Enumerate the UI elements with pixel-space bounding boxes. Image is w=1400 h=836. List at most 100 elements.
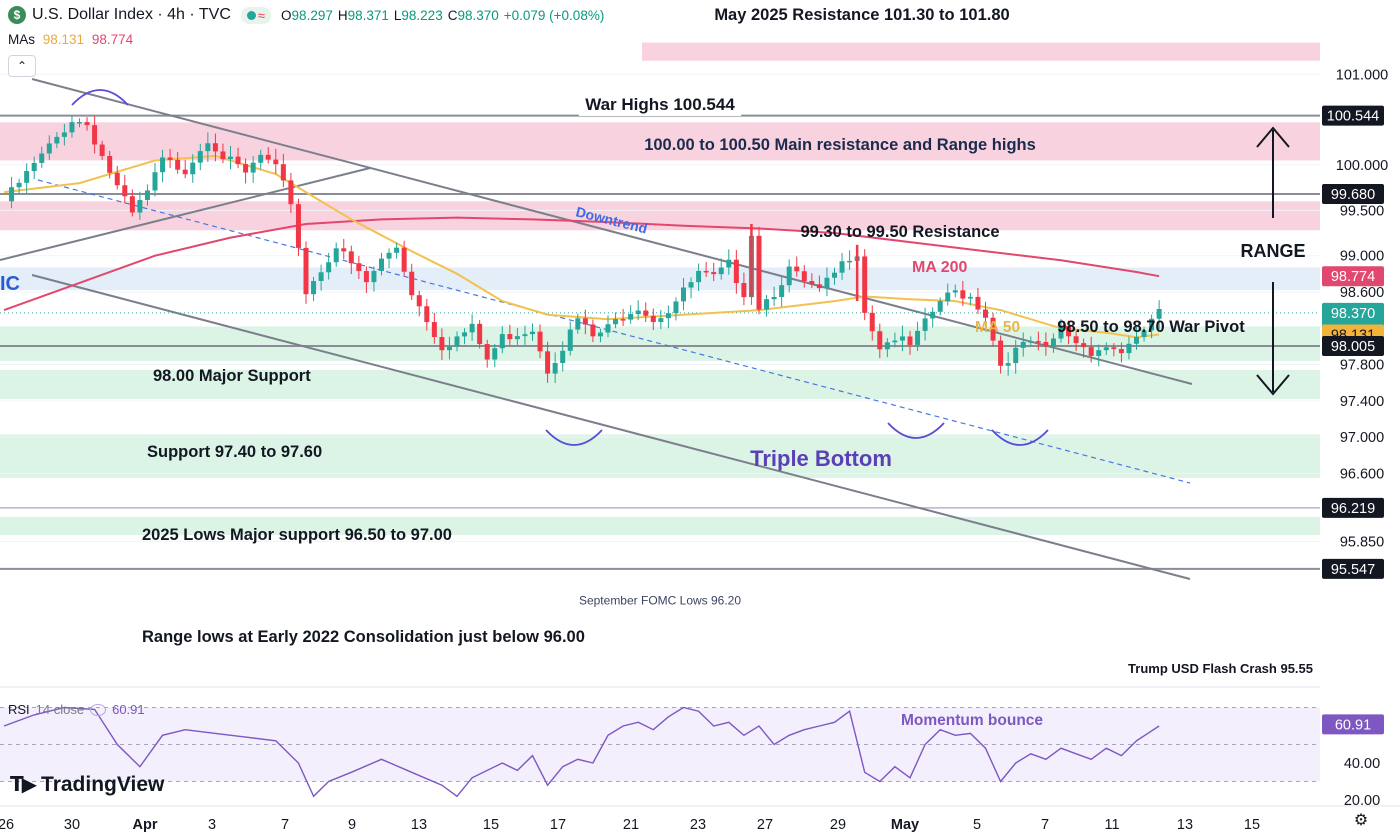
mas-legend[interactable]: MAs 98.131 98.774 <box>8 32 133 47</box>
rsi-legend[interactable]: RSI 14 close 60.91 <box>8 702 145 717</box>
candle <box>462 328 468 345</box>
candle <box>1020 332 1026 357</box>
time-tick-label: 15 <box>483 817 499 833</box>
candle <box>779 275 785 307</box>
candle-body <box>61 132 67 137</box>
candle <box>99 140 105 160</box>
candle-body <box>144 190 150 201</box>
candle-body <box>401 247 407 272</box>
candle-body <box>190 162 196 175</box>
candle-body <box>945 292 951 302</box>
downtrend-upper-line <box>31 78 1193 385</box>
resistance-zone-99-30 <box>0 201 1320 231</box>
candle <box>114 165 120 190</box>
candle-body <box>892 340 898 343</box>
candle-body <box>507 334 513 340</box>
candle-body <box>862 256 868 313</box>
candle-body <box>409 271 415 296</box>
ohlc-readout: O98.297 H98.371 L98.223 C98.370 +0.079 (+0.0… <box>281 7 605 23</box>
price-label-text: 60.91 <box>1335 717 1371 733</box>
candle <box>394 242 400 259</box>
candle-body <box>665 313 671 319</box>
candle <box>235 147 241 169</box>
candle <box>688 277 694 299</box>
candle-body <box>937 301 943 312</box>
rising-trendline <box>0 167 371 261</box>
candle <box>681 277 686 311</box>
tradingview-logo[interactable]: 𝗧▶ TradingView <box>10 772 164 797</box>
triple-bottom-label: Triple Bottom <box>750 446 892 471</box>
candle <box>537 324 543 359</box>
chart-settings-gear-icon[interactable]: ⚙ <box>1353 812 1369 829</box>
candle <box>409 263 415 301</box>
candle-body <box>273 159 279 165</box>
candle-body <box>635 310 641 315</box>
candle <box>967 292 973 306</box>
candle <box>1126 336 1132 360</box>
candle-body <box>235 156 241 165</box>
ma200-line <box>3 216 1160 312</box>
candle-body <box>431 322 437 338</box>
collapse-legend-button[interactable]: ⌃ <box>8 55 36 77</box>
candle <box>401 240 407 277</box>
candle-body <box>983 309 988 318</box>
candle <box>1088 336 1094 363</box>
candle <box>862 249 868 321</box>
candle-body <box>824 277 830 289</box>
candle <box>877 323 883 359</box>
candle <box>915 321 921 352</box>
candle-body <box>326 262 332 273</box>
candle <box>175 152 181 174</box>
candle <box>341 238 347 260</box>
price-label-dark: 96.219 <box>1322 497 1384 518</box>
candle-body <box>363 271 369 283</box>
candle-body <box>922 318 928 331</box>
visibility-eye-icon[interactable] <box>90 703 107 716</box>
candle <box>243 158 249 184</box>
candle-body <box>786 266 792 286</box>
price-label-dark: 98.005 <box>1322 335 1384 356</box>
time-tick-label: Apr <box>133 817 158 833</box>
range-arrow-down-head <box>1256 374 1290 396</box>
time-tick-label: 17 <box>550 817 566 833</box>
candle-body <box>1118 349 1124 354</box>
candle <box>1050 333 1056 353</box>
candle-body <box>333 248 339 263</box>
candle <box>484 339 490 368</box>
candle-body <box>1088 347 1094 356</box>
candle <box>92 115 98 154</box>
candle <box>560 341 566 372</box>
candle-body <box>446 346 452 351</box>
candle-body <box>54 136 60 144</box>
candle <box>575 313 581 334</box>
candle <box>696 263 702 291</box>
candle-body <box>1126 343 1132 354</box>
candle-body <box>915 330 921 345</box>
candle-body <box>303 247 309 295</box>
candle-body <box>1043 342 1049 347</box>
candle-body <box>152 172 158 191</box>
candle <box>930 307 936 328</box>
candle-body <box>696 270 702 283</box>
market-status-pill[interactable]: ≈ <box>240 6 272 24</box>
major-support-label: 98.00 Major Support <box>153 367 311 385</box>
price-label-text: 98.005 <box>1331 339 1375 355</box>
candle-body <box>847 260 853 263</box>
candle-body <box>24 171 30 183</box>
price-label-ma200: 98.774 <box>1322 266 1384 287</box>
candle <box>771 286 777 307</box>
candle-body <box>265 154 271 160</box>
tradingview-mark-icon: 𝗧▶ <box>10 774 37 796</box>
candle <box>1005 352 1011 376</box>
candle <box>673 297 679 321</box>
candle-body <box>99 144 105 156</box>
candle <box>892 332 898 348</box>
candle-body <box>137 200 143 213</box>
candle-body <box>718 267 724 275</box>
symbol-title[interactable]: U.S. Dollar Index · 4h · TVC <box>32 6 231 23</box>
candle <box>983 301 988 329</box>
candle <box>1028 336 1034 346</box>
time-tick-label: 13 <box>411 817 427 833</box>
candle-body <box>129 196 135 213</box>
